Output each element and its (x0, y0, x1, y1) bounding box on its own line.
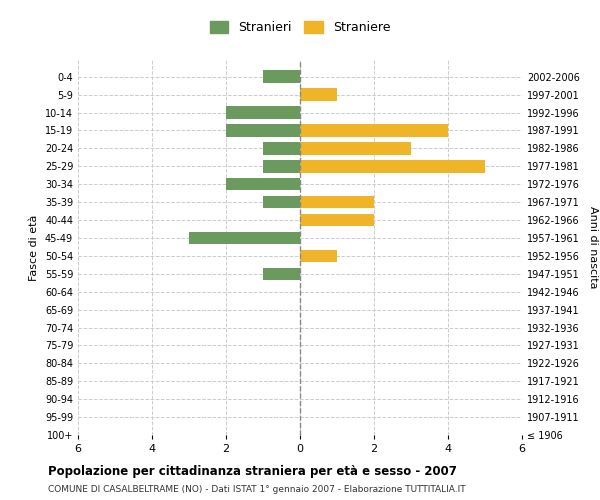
Bar (300, 214, 374, 226)
Bar (300, 142, 411, 154)
Bar (263, 70, 300, 83)
Bar (263, 142, 300, 154)
Bar (226, 124, 300, 137)
Bar (300, 124, 448, 137)
Y-axis label: Fasce di età: Fasce di età (29, 214, 39, 280)
Y-axis label: Anni di nascita: Anni di nascita (588, 206, 598, 289)
Bar (189, 232, 300, 244)
Bar (226, 178, 300, 190)
Bar (300, 160, 485, 172)
Legend: Stranieri, Straniere: Stranieri, Straniere (206, 18, 394, 38)
Bar (300, 196, 374, 208)
Bar (300, 250, 337, 262)
Bar (300, 88, 337, 101)
Bar (263, 196, 300, 208)
Bar (263, 268, 300, 280)
Text: COMUNE DI CASALBELTRAME (NO) - Dati ISTAT 1° gennaio 2007 - Elaborazione TUTTITA: COMUNE DI CASALBELTRAME (NO) - Dati ISTA… (48, 485, 466, 494)
Text: Popolazione per cittadinanza straniera per età e sesso - 2007: Popolazione per cittadinanza straniera p… (48, 465, 457, 478)
Bar (226, 106, 300, 119)
Bar (263, 160, 300, 172)
